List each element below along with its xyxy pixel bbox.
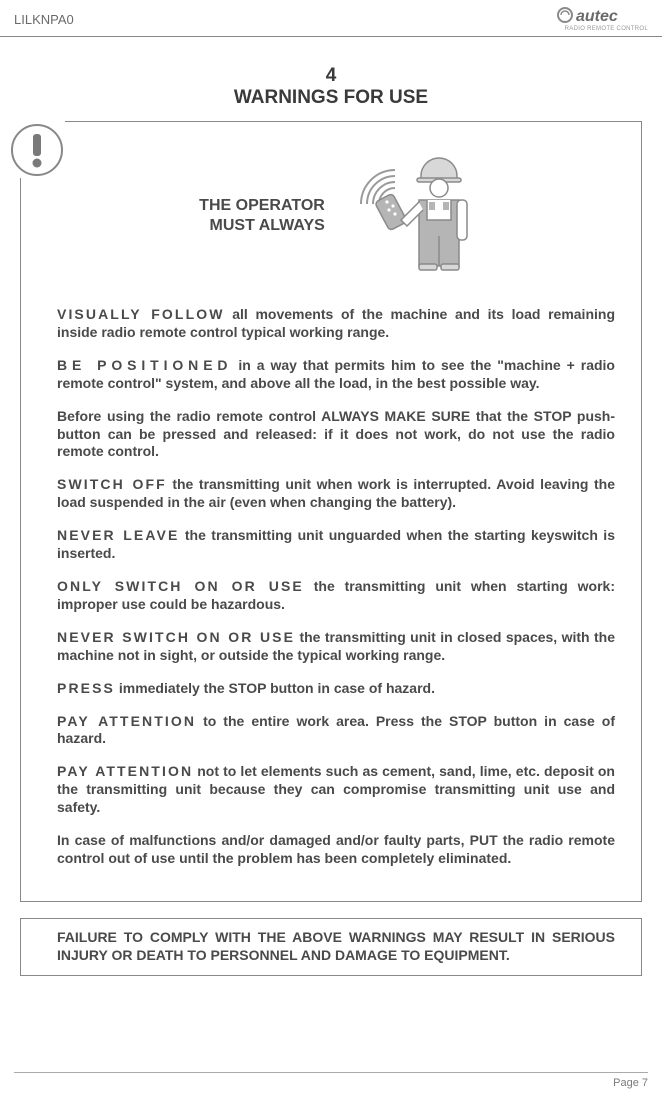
paragraph-lead: PAY ATTENTION: [57, 763, 193, 779]
section-number: 4: [0, 65, 662, 87]
paragraph-rest: Before using the radio remote control AL…: [57, 408, 615, 460]
paragraph-lead: PAY ATTENTION: [57, 713, 196, 729]
paragraph-lead: PRESS: [57, 680, 115, 696]
warning-paragraph: NEVER SWITCH ON OR USE the transmitting …: [57, 629, 615, 665]
paragraph-lead: ONLY SWITCH ON OR USE: [57, 578, 304, 594]
operator-heading-row: THE OPERATOR MUST ALWAYS: [57, 156, 615, 276]
operator-icon: [343, 156, 473, 276]
warning-paragraphs: VISUALLY FOLLOW all movements of the mac…: [57, 306, 615, 868]
warning-paragraph: PAY ATTENTION not to let elements such a…: [57, 763, 615, 817]
paragraph-lead: VISUALLY FOLLOW: [57, 306, 225, 322]
warning-paragraph: PRESS immediately the STOP button in cas…: [57, 680, 615, 698]
page-number: Page 7: [14, 1072, 648, 1089]
footer-warning-text: FAILURE TO COMPLY WITH THE ABOVE WARNING…: [57, 929, 615, 965]
document-id: LILKNPA0: [14, 12, 74, 27]
paragraph-rest: immediately the STOP button in case of h…: [115, 680, 435, 696]
paragraph-lead: NEVER LEAVE: [57, 527, 179, 543]
paragraph-lead: SWITCH OFF: [57, 476, 167, 492]
page-title-block: 4 WARNINGS FOR USE: [0, 65, 662, 109]
operator-line2: MUST ALWAYS: [210, 217, 325, 234]
warning-paragraph: Before using the radio remote control AL…: [57, 408, 615, 462]
operator-illustration: [343, 156, 473, 276]
paragraph-lead: NEVER SWITCH ON OR USE: [57, 629, 295, 645]
paragraph-rest: In case of malfunctions and/or damaged a…: [57, 832, 615, 866]
warning-paragraph: In case of malfunctions and/or damaged a…: [57, 832, 615, 868]
brand-subtitle: RADIO REMOTE CONTROL: [556, 26, 648, 32]
warning-paragraph: SWITCH OFF the transmitting unit when wo…: [57, 476, 615, 512]
warning-frame: THE OPERATOR MUST ALWAYS: [20, 121, 642, 902]
operator-heading: THE OPERATOR MUST ALWAYS: [199, 196, 325, 236]
warning-paragraph: NEVER LEAVE the transmitting unit unguar…: [57, 527, 615, 563]
page-header: LILKNPA0 autec RADIO REMOTE CONTROL: [0, 0, 662, 37]
svg-text:autec: autec: [576, 8, 618, 25]
warning-paragraph: PAY ATTENTION to the entire work area. P…: [57, 713, 615, 749]
brand-logo: autec RADIO REMOTE CONTROL: [556, 6, 648, 32]
warning-paragraph: VISUALLY FOLLOW all movements of the mac…: [57, 306, 615, 342]
warning-content: THE OPERATOR MUST ALWAYS: [21, 122, 641, 901]
exclamation-badge: [9, 120, 65, 178]
section-title: WARNINGS FOR USE: [0, 87, 662, 109]
exclamation-icon: [9, 120, 65, 178]
warning-paragraph: BE POSITIONED in a way that permits him …: [57, 357, 615, 393]
paragraph-lead: BE POSITIONED: [57, 357, 232, 373]
footer-warning-box: FAILURE TO COMPLY WITH THE ABOVE WARNING…: [20, 918, 642, 976]
warning-paragraph: ONLY SWITCH ON OR USE the transmitting u…: [57, 578, 615, 614]
autec-logo-icon: autec: [556, 6, 648, 28]
operator-line1: THE OPERATOR: [199, 197, 325, 214]
